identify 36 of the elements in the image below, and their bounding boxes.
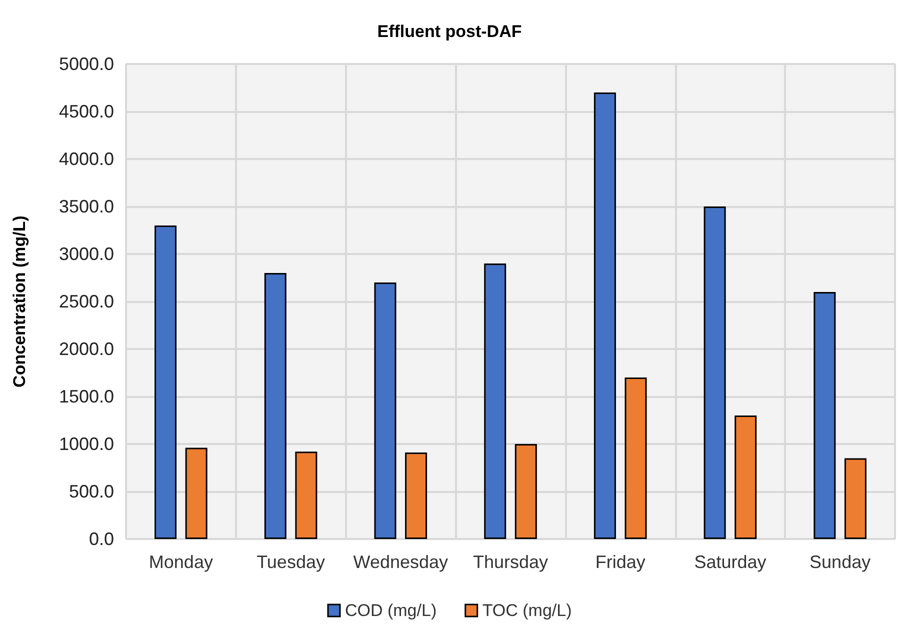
bar [594, 92, 616, 539]
y-tick-label: 3000.0 [58, 244, 114, 264]
y-tick-label: 1000.0 [58, 434, 114, 454]
bar [844, 458, 866, 539]
y-tick-label: 5000.0 [58, 54, 114, 74]
y-tick-label: 3500.0 [58, 196, 114, 216]
bar [624, 378, 647, 539]
y-tick-label: 4500.0 [58, 102, 114, 122]
bar [704, 206, 726, 539]
bar [154, 226, 177, 539]
y-tick-label: 2500.0 [58, 292, 114, 312]
bar [264, 273, 286, 539]
y-tick-label: 4000.0 [58, 149, 114, 169]
x-tick-label: Friday [595, 552, 646, 572]
x-tick-label: Saturday [694, 552, 766, 572]
bar [484, 264, 506, 539]
bar [295, 452, 318, 539]
x-tick-label: Monday [148, 552, 213, 572]
y-tick-label: 0.0 [88, 529, 114, 549]
bar [814, 292, 836, 539]
chart-title: Effluent post-DAF [377, 22, 522, 41]
y-tick-label: 500.0 [68, 482, 114, 502]
bar [185, 448, 208, 539]
legend-label: TOC (mg/L) [482, 601, 572, 620]
bar [405, 452, 428, 539]
bar [514, 444, 537, 539]
x-tick-label: Wednesday [353, 552, 448, 572]
legend-label: COD (mg/L) [344, 601, 437, 620]
x-tick-label: Sunday [810, 552, 871, 572]
x-tick-label: Thursday [472, 552, 548, 572]
bar [374, 282, 396, 539]
y-axis-title: Concentration (mg/L) [10, 216, 29, 388]
bar [734, 416, 757, 539]
y-tick-label: 2000.0 [58, 339, 114, 359]
x-tick-label: Tuesday [256, 552, 325, 572]
y-tick-label: 1500.0 [58, 386, 114, 406]
